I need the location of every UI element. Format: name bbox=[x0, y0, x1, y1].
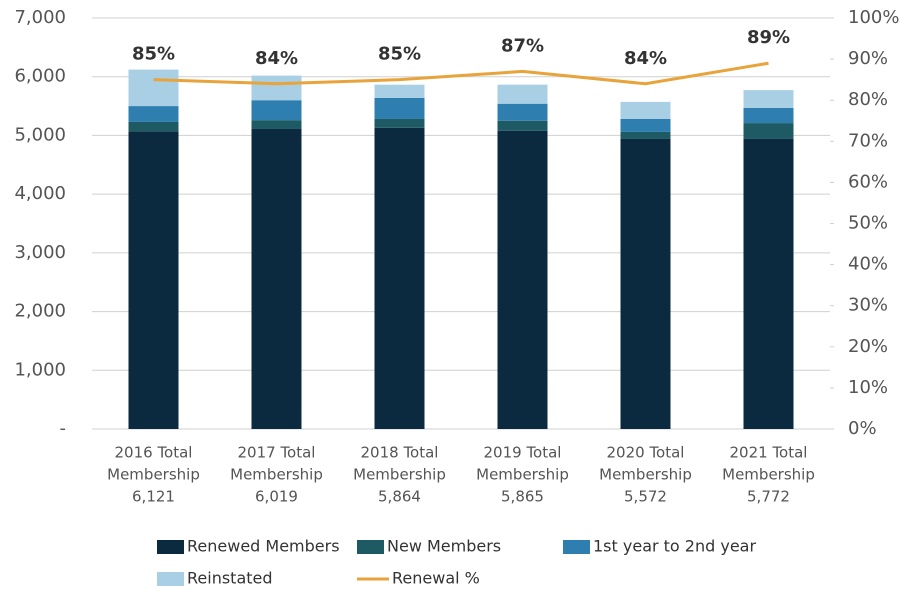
data-label: 84% bbox=[255, 48, 298, 69]
x-tick-label: 2017 Total bbox=[238, 444, 316, 462]
y2-tick-label: 50% bbox=[848, 213, 888, 234]
bar-segment bbox=[620, 138, 671, 430]
line bbox=[153, 61, 769, 86]
bar-segment bbox=[251, 120, 302, 129]
data-label: 87% bbox=[501, 35, 544, 56]
legend-label: Reinstated bbox=[187, 569, 273, 588]
bar-segment bbox=[374, 84, 425, 98]
data-label: 85% bbox=[378, 44, 421, 65]
bar-segment bbox=[620, 131, 671, 139]
legend-label: Renewal % bbox=[392, 569, 480, 588]
y2-tick-label: 30% bbox=[848, 295, 888, 316]
legend-label: Renewed Members bbox=[187, 537, 340, 556]
bar-segment bbox=[497, 120, 548, 131]
bar-segment bbox=[743, 138, 794, 430]
legend-swatch bbox=[563, 540, 590, 554]
bar-segment bbox=[251, 128, 302, 429]
legend-swatch bbox=[157, 572, 184, 586]
x-tick-label: Membership bbox=[353, 466, 446, 484]
x-tick-label: Membership bbox=[599, 466, 692, 484]
y-tick-label: - bbox=[60, 418, 67, 439]
bar-segment bbox=[497, 130, 548, 429]
bar-segment bbox=[251, 75, 302, 101]
x-tick-label: Membership bbox=[230, 466, 323, 484]
y2-tick-label: 40% bbox=[848, 254, 888, 275]
y2-tick-label: 100% bbox=[848, 7, 899, 28]
bar-segment bbox=[251, 100, 302, 121]
y2-tick-label: 90% bbox=[848, 48, 888, 69]
legend-label: 1st year to 2nd year bbox=[593, 537, 756, 556]
x-tick-label: 2019 Total bbox=[484, 444, 562, 462]
x-tick-label: 6,121 bbox=[132, 488, 175, 506]
legend-swatch bbox=[157, 540, 184, 554]
bar-segment bbox=[374, 97, 425, 119]
bar-segment bbox=[374, 127, 425, 429]
x-tick-label: Membership bbox=[476, 466, 569, 484]
x-tick-label: 2021 Total bbox=[730, 444, 808, 462]
x-tick-label: 5,772 bbox=[747, 488, 790, 506]
y2-tick-label: 60% bbox=[848, 171, 888, 192]
bar-segment bbox=[620, 101, 671, 119]
x-tick-label: 2018 Total bbox=[361, 444, 439, 462]
bar-segment bbox=[128, 69, 179, 107]
bar-segment bbox=[497, 103, 548, 121]
x-tick-label: Membership bbox=[722, 466, 815, 484]
y-tick-label: 6,000 bbox=[14, 66, 66, 87]
x-tick-label: 2016 Total bbox=[115, 444, 193, 462]
y2-tick-label: 0% bbox=[848, 418, 877, 439]
bar-segment bbox=[743, 107, 794, 124]
bar-segment bbox=[497, 84, 548, 104]
y-tick-label: 5,000 bbox=[14, 124, 66, 145]
y-tick-label: 2,000 bbox=[14, 301, 66, 322]
y2-tick-label: 20% bbox=[848, 336, 888, 357]
legend-label: New Members bbox=[387, 537, 501, 556]
y2-tick-label: 80% bbox=[848, 89, 888, 110]
legend-swatch bbox=[357, 540, 384, 554]
x-tick-label: 5,865 bbox=[501, 488, 544, 506]
x-tick-label: 2020 Total bbox=[607, 444, 685, 462]
y-tick-label: 3,000 bbox=[14, 242, 66, 263]
data-label: 89% bbox=[747, 27, 790, 48]
x-tick-label: Membership bbox=[107, 466, 200, 484]
x-tick-label: 6,019 bbox=[255, 488, 298, 506]
bar-segment bbox=[374, 118, 425, 128]
y-tick-label: 1,000 bbox=[14, 359, 66, 380]
y-tick-label: 7,000 bbox=[14, 7, 66, 28]
bar-segment bbox=[128, 131, 179, 429]
bar-segment bbox=[620, 118, 671, 132]
bar-segment bbox=[743, 123, 794, 139]
data-label: 84% bbox=[624, 48, 667, 69]
y2-tick-label: 10% bbox=[848, 377, 888, 398]
x-tick-label: 5,572 bbox=[624, 488, 667, 506]
x-tick-label: 5,864 bbox=[378, 488, 421, 506]
bar-segment bbox=[128, 106, 179, 122]
bar-segment bbox=[743, 90, 794, 108]
y-tick-label: 4,000 bbox=[14, 183, 66, 204]
bar-segment bbox=[128, 121, 179, 132]
data-label: 85% bbox=[132, 44, 175, 65]
y2-tick-label: 70% bbox=[848, 130, 888, 151]
